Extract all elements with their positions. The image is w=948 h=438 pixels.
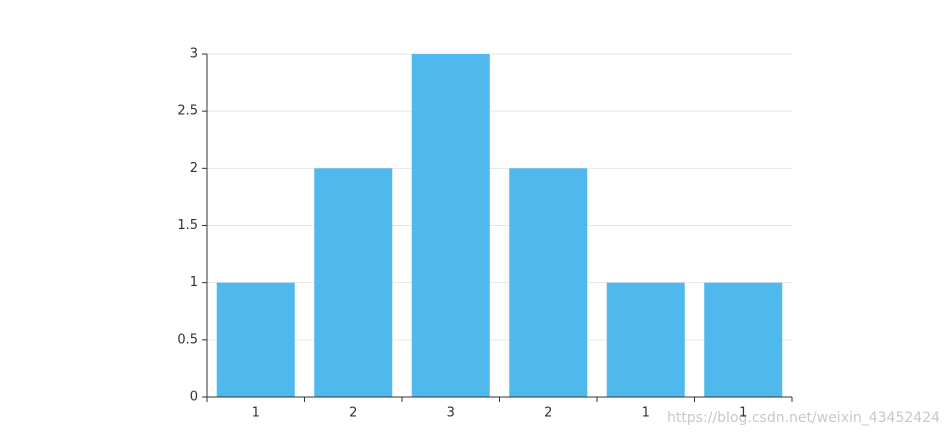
bar — [606, 282, 685, 397]
x-tick-label: 1 — [252, 406, 260, 421]
bar — [314, 168, 393, 397]
y-tick-label: 0.5 — [177, 332, 198, 347]
watermark: https://blog.csdn.net/weixin_43452424 — [667, 410, 940, 426]
x-tick-label: 2 — [349, 406, 357, 421]
y-tick-label: 1 — [190, 275, 198, 290]
bar — [411, 54, 490, 397]
y-tick-label: 2 — [190, 161, 198, 176]
y-tick-label: 3 — [190, 47, 198, 62]
y-tick-label: 0 — [190, 390, 198, 405]
bar — [509, 168, 588, 397]
y-tick-label: 2.5 — [177, 104, 198, 119]
x-tick-label: 1 — [642, 406, 650, 421]
bar — [216, 282, 295, 397]
bar — [704, 282, 783, 397]
x-tick-label: 2 — [544, 406, 552, 421]
y-tick-label: 1.5 — [177, 218, 198, 233]
x-tick-label: 3 — [447, 406, 455, 421]
x-tick-label: 1 — [739, 406, 747, 421]
